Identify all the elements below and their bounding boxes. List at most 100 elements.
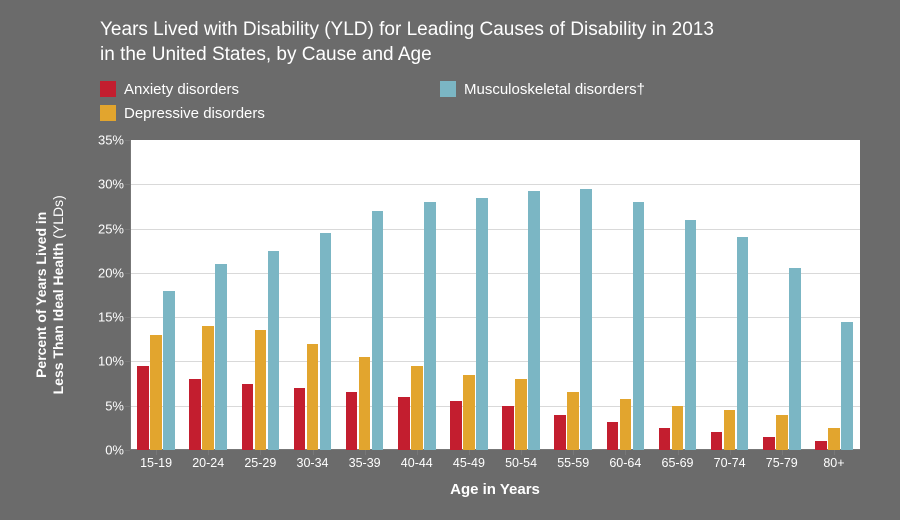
plot: 0%5%10%15%20%25%30%35%15-1920-2425-2930-… <box>130 140 860 450</box>
bar <box>215 264 227 450</box>
bar <box>724 410 736 450</box>
bar <box>528 191 540 450</box>
legend-item: Anxiety disorders <box>100 80 265 98</box>
x-tick-label: 25-29 <box>244 456 276 470</box>
xtick-mark <box>730 450 731 455</box>
bar <box>554 415 566 450</box>
bar <box>828 428 840 450</box>
legend-swatch <box>100 81 116 97</box>
ytick-mark <box>125 450 130 451</box>
bar <box>815 441 827 450</box>
bar <box>607 422 619 450</box>
xtick-mark <box>260 450 261 455</box>
y-tick-label: 5% <box>105 398 124 413</box>
bar <box>476 198 488 450</box>
bar <box>268 251 280 450</box>
bar <box>685 220 697 450</box>
y-tick-label: 25% <box>98 221 124 236</box>
bar <box>202 326 214 450</box>
y-tick-label: 30% <box>98 177 124 192</box>
xtick-mark <box>156 450 157 455</box>
bar <box>763 437 775 450</box>
bar <box>307 344 319 450</box>
y-tick-label: 35% <box>98 133 124 148</box>
y-tick-label: 15% <box>98 310 124 325</box>
plot-area: Percent of Years Lived in Less Than Idea… <box>40 140 870 500</box>
xtick-mark <box>417 450 418 455</box>
grid-line <box>130 273 860 274</box>
y-axis-line <box>130 140 131 450</box>
legend-item: Depressive disorders <box>100 104 265 122</box>
xtick-mark <box>782 450 783 455</box>
xtick-mark <box>469 450 470 455</box>
xtick-mark <box>208 450 209 455</box>
x-tick-label: 80+ <box>823 456 844 470</box>
bar <box>515 379 527 450</box>
bar <box>346 392 358 450</box>
grid-line <box>130 317 860 318</box>
bar <box>620 399 632 450</box>
grid-line <box>130 361 860 362</box>
x-tick-label: 65-69 <box>662 456 694 470</box>
bar <box>789 268 801 450</box>
legend-swatch <box>440 81 456 97</box>
legend-label: Musculoskeletal disorders† <box>464 81 645 98</box>
x-tick-label: 35-39 <box>349 456 381 470</box>
bar <box>737 237 749 450</box>
bar <box>359 357 371 450</box>
bar <box>633 202 645 450</box>
y-tick-label: 0% <box>105 443 124 458</box>
bar <box>711 432 723 450</box>
chart-title: Years Lived with Disability (YLD) for Le… <box>100 18 860 67</box>
bar <box>502 406 514 450</box>
y-axis-label: Percent of Years Lived in Less Than Idea… <box>30 140 70 450</box>
bar <box>255 330 267 450</box>
xtick-mark <box>313 450 314 455</box>
xtick-mark <box>521 450 522 455</box>
bar <box>450 401 462 450</box>
x-tick-label: 75-79 <box>766 456 798 470</box>
xtick-mark <box>834 450 835 455</box>
legend-label: Depressive disorders <box>124 105 265 122</box>
x-tick-label: 60-64 <box>609 456 641 470</box>
xtick-mark <box>365 450 366 455</box>
title-line-2: in the United States, by Cause and Age <box>100 44 432 65</box>
bar <box>411 366 423 450</box>
xtick-mark <box>678 450 679 455</box>
bar <box>776 415 788 450</box>
x-tick-label: 55-59 <box>557 456 589 470</box>
bar <box>659 428 671 450</box>
bar <box>150 335 162 450</box>
legend-label: Anxiety disorders <box>124 81 239 98</box>
x-tick-label: 45-49 <box>453 456 485 470</box>
x-axis-label: Age in Years <box>130 481 860 498</box>
bar <box>841 322 853 450</box>
x-tick-label: 30-34 <box>297 456 329 470</box>
x-axis-line <box>130 449 860 450</box>
title-line-1: Years Lived with Disability (YLD) for Le… <box>100 19 714 40</box>
grid-line <box>130 184 860 185</box>
xtick-mark <box>625 450 626 455</box>
bar <box>137 366 149 450</box>
bar <box>463 375 475 450</box>
xtick-mark <box>573 450 574 455</box>
grid-line <box>130 229 860 230</box>
bar <box>320 233 332 450</box>
bar <box>163 291 175 450</box>
bar <box>372 211 384 450</box>
legend-swatch <box>100 105 116 121</box>
y-tick-label: 20% <box>98 265 124 280</box>
x-tick-label: 15-19 <box>140 456 172 470</box>
x-tick-label: 50-54 <box>505 456 537 470</box>
x-tick-label: 20-24 <box>192 456 224 470</box>
bar <box>242 384 254 450</box>
chart-canvas: Years Lived with Disability (YLD) for Le… <box>0 0 900 520</box>
bar <box>424 202 436 450</box>
bar <box>580 189 592 450</box>
x-tick-label: 40-44 <box>401 456 433 470</box>
bar <box>672 406 684 450</box>
legend-item: Musculoskeletal disorders† <box>440 80 645 98</box>
x-tick-label: 70-74 <box>714 456 746 470</box>
bar <box>567 392 579 450</box>
y-tick-label: 10% <box>98 354 124 369</box>
